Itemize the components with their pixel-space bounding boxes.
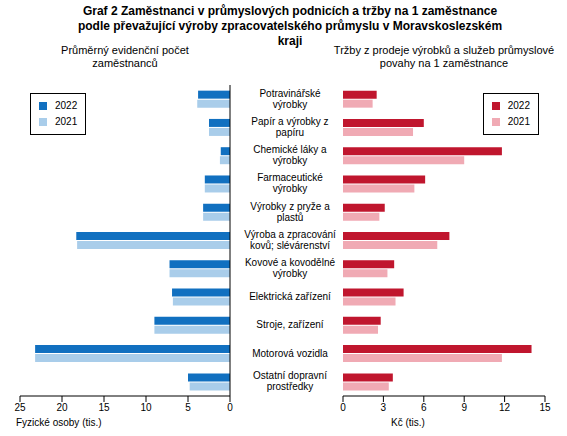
svg-text:Farmaceutickévýrobky: Farmaceutickévýrobky — [257, 172, 323, 194]
svg-text:15: 15 — [98, 402, 110, 413]
svg-text:Stroje, zařízení: Stroje, zařízení — [256, 319, 323, 330]
svg-text:15: 15 — [539, 402, 551, 413]
svg-text:Kovové a kovodělnévýrobky: Kovové a kovodělnévýrobky — [245, 257, 336, 279]
svg-text:Výroba a zpracováníkovů; slévá: Výroba a zpracováníkovů; slévárenství — [244, 229, 336, 251]
html-text:Průměrný evidenční počet zaměs: Průměrný evidenční počet zaměstnanců — [61, 44, 189, 69]
svg-text:0: 0 — [340, 402, 346, 413]
svg-text:Potravinářskévýrobky: Potravinářskévýrobky — [259, 87, 321, 109]
svg-text:Papír a výrobky zpapíru: Papír a výrobky zpapíru — [251, 116, 328, 138]
html-text:Tržby z prodeje výrobků a služ: Tržby z prodeje výrobků a služeb průmysl… — [333, 44, 555, 69]
html-text:2022: 2022 — [507, 100, 530, 111]
svg-text:3: 3 — [381, 402, 387, 413]
svg-text:Chemické láky avýrobky: Chemické láky avýrobky — [253, 144, 327, 166]
svg-text:10: 10 — [140, 402, 152, 413]
svg-text:5: 5 — [185, 402, 191, 413]
svg-text:25: 25 — [14, 402, 26, 413]
svg-text:20: 20 — [56, 402, 68, 413]
html-text:2021: 2021 — [507, 116, 530, 127]
svg-text:Motorová vozidla: Motorová vozidla — [252, 347, 328, 358]
html-text:2022: 2022 — [55, 100, 78, 111]
html-text:Kč (tis.): Kč (tis.) — [391, 417, 425, 428]
svg-text:9: 9 — [461, 402, 467, 413]
svg-text:Výrobky z pryže aplastů: Výrobky z pryže aplastů — [250, 200, 330, 222]
html-text:Fyzické osoby (tis.): Fyzické osoby (tis.) — [16, 417, 102, 428]
svg-text:12: 12 — [499, 402, 511, 413]
html-text:Graf 2 Zaměstnanci v průmyslov: Graf 2 Zaměstnanci v průmyslových podnic… — [77, 4, 503, 48]
svg-text:6: 6 — [421, 402, 427, 413]
svg-text:Ostatní dopravníprostředky: Ostatní dopravníprostředky — [253, 370, 327, 392]
svg-text:Elektrická zařízení: Elektrická zařízení — [249, 291, 331, 302]
html-text:2021: 2021 — [55, 116, 78, 127]
svg-text:0: 0 — [227, 402, 233, 413]
